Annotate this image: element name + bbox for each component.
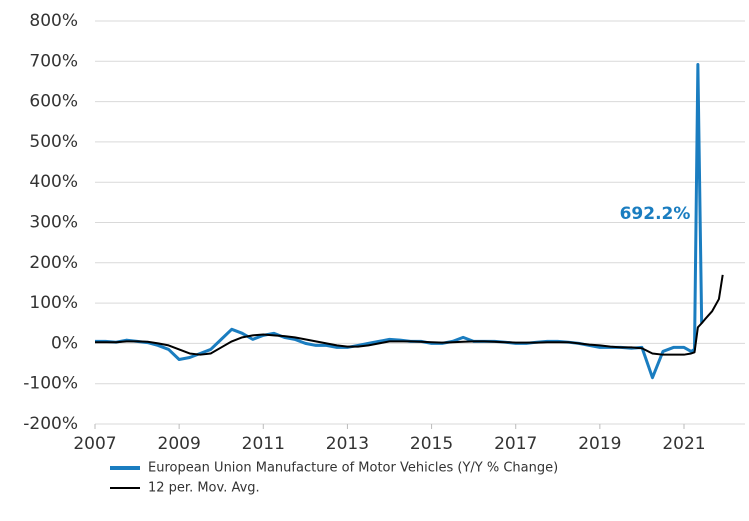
x-tick-label: 2019	[578, 434, 621, 454]
y-tick-label: 700%	[29, 51, 78, 71]
y-tick-label: 300%	[29, 213, 78, 233]
x-tick-label: 2007	[73, 434, 116, 454]
x-tick-label: 2017	[494, 434, 537, 454]
y-tick-label: -200%	[23, 414, 78, 434]
y-tick-label: 600%	[29, 92, 78, 112]
annotation: 692.2%	[620, 204, 691, 224]
legend-label: 12 per. Mov. Avg.	[148, 481, 260, 496]
x-tick-label: 2013	[326, 434, 369, 454]
y-tick-label: -100%	[23, 374, 78, 394]
x-tick-label: 2009	[158, 434, 201, 454]
y-tick-label: 500%	[29, 132, 78, 152]
x-tick-label: 2015	[410, 434, 453, 454]
series-line	[95, 62, 704, 380]
x-tick-label: 2021	[662, 434, 705, 454]
legend-label: European Union Manufacture of Motor Vehi…	[148, 461, 558, 476]
series-line	[95, 274, 724, 356]
y-tick-label: 0%	[51, 333, 78, 353]
y-tick-label: 200%	[29, 253, 78, 273]
y-tick-label: 400%	[29, 172, 78, 192]
y-tick-label: 800%	[29, 11, 78, 31]
x-tick-label: 2011	[242, 434, 285, 454]
y-tick-label: 100%	[29, 293, 78, 313]
